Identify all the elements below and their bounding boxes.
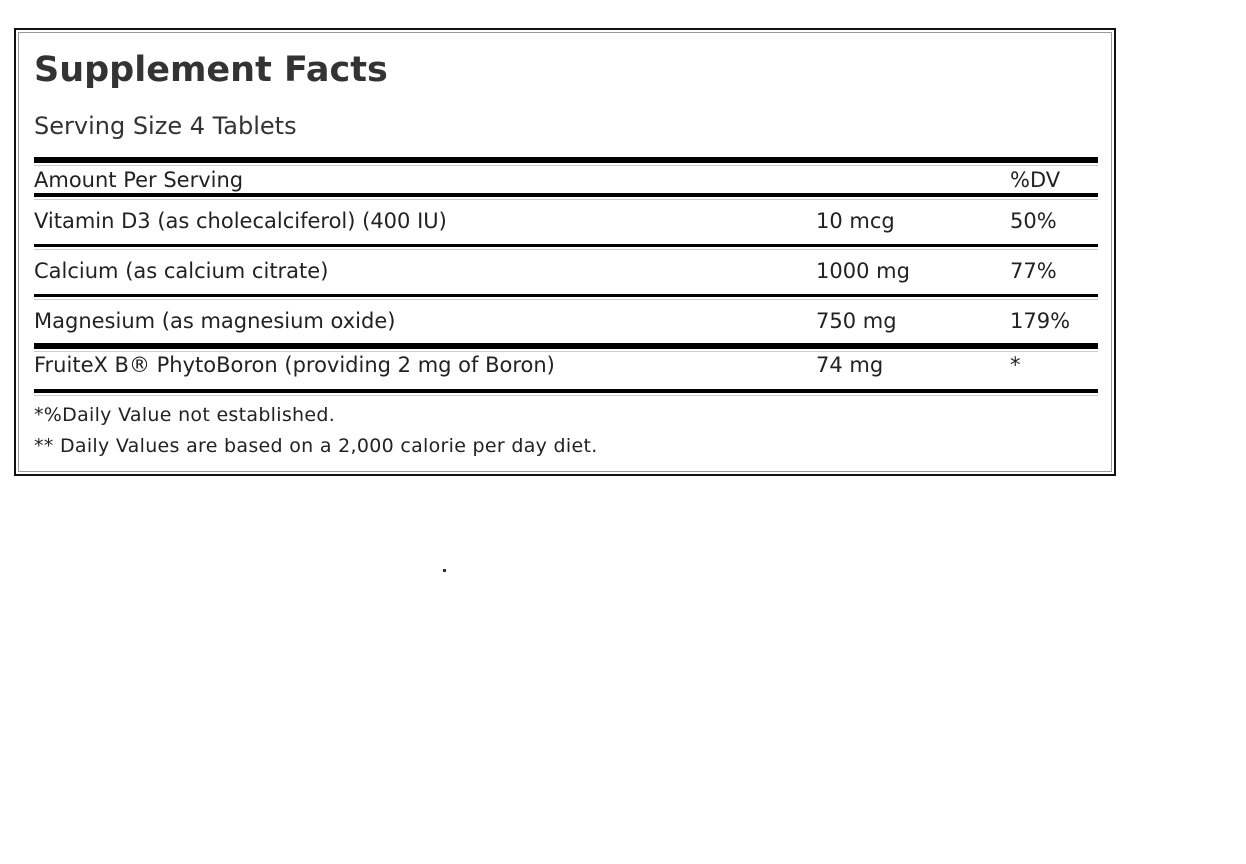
row-amount: 1000 mg xyxy=(816,259,910,283)
divider xyxy=(34,389,1098,396)
header-amount-per-serving: Amount Per Serving xyxy=(34,168,244,192)
panel-inner-border xyxy=(18,32,1112,472)
row-dv: 50% xyxy=(1010,209,1057,233)
row-amount: 74 mg xyxy=(816,353,884,377)
serving-size: Serving Size 4 Tablets xyxy=(34,112,297,140)
row-name: Vitamin D3 (as cholecalciferol) (400 IU) xyxy=(34,209,447,233)
divider xyxy=(34,193,1098,200)
supplement-facts-panel xyxy=(14,28,1116,476)
row-amount: 10 mcg xyxy=(816,209,895,233)
row-dv: 179% xyxy=(1010,309,1071,333)
header-dv: %DV xyxy=(1010,168,1061,192)
label-title: Supplement Facts xyxy=(34,50,388,90)
row-name: FruiteX B® PhytoBoron (providing 2 mg of… xyxy=(34,353,555,377)
divider xyxy=(34,294,1098,300)
footnote: *%Daily Value not established. xyxy=(34,404,336,426)
divider xyxy=(34,244,1098,250)
row-amount: 750 mg xyxy=(816,309,897,333)
footnote: ** Daily Values are based on a 2,000 cal… xyxy=(34,435,598,457)
stray-dot xyxy=(443,569,446,572)
row-dv: * xyxy=(1010,353,1021,377)
divider-thick xyxy=(34,157,1098,166)
row-name: Calcium (as calcium citrate) xyxy=(34,259,329,283)
row-name: Magnesium (as magnesium oxide) xyxy=(34,309,396,333)
divider-thick xyxy=(34,343,1098,352)
row-dv: 77% xyxy=(1010,259,1057,283)
